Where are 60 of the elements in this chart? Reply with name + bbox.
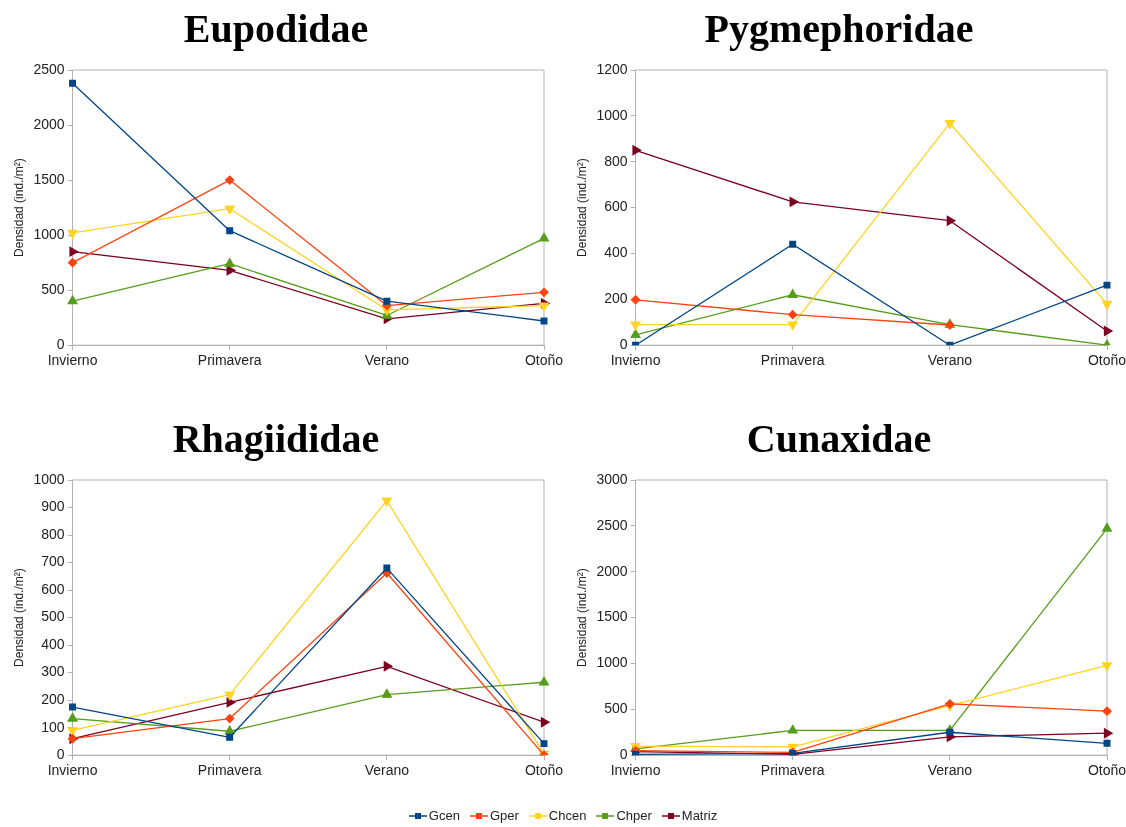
legend-label: Matriz [681,808,718,823]
legend-label: Gcen [428,808,460,823]
y-tick-label: 1000 [596,654,628,671]
legend-label: Gper [489,808,519,823]
y-tick-label: 800 [41,525,65,542]
x-tick-label: Verano [364,762,410,779]
y-axis-title: Densidad (ind./m²) [574,568,589,667]
y-tick-label: 700 [41,553,65,570]
x-tick-label: Invierno [47,762,98,779]
y-tick-label: 2500 [33,60,65,77]
y-tick-label: 1500 [33,170,65,187]
y-axis-title: Densidad (ind./m²) [11,158,26,257]
x-tick-label: Invierno [47,352,98,369]
chart-title: Pygmephoridae [704,6,974,52]
x-tick-label: Otoño [1087,762,1126,779]
y-tick-label: 0 [56,336,65,353]
y-tick-label: 400 [604,244,628,261]
y-axis-title: Densidad (ind./m²) [574,158,589,257]
x-tick-label: Otoño [524,352,564,369]
x-tick-label: Primavera [760,762,825,779]
y-tick-label: 2000 [33,115,65,132]
y-tick-label: 100 [41,718,65,735]
chart-title: Cunaxidae [746,416,932,462]
y-tick-label: 500 [41,281,65,298]
x-tick-label: Otoño [524,762,564,779]
y-tick-label: 600 [604,198,628,215]
y-tick-label: 900 [41,498,65,515]
y-tick-label: 1000 [33,225,65,242]
x-tick-label: Invierno [610,762,661,779]
y-tick-label: 600 [41,580,65,597]
y-tick-label: 3000 [596,470,628,487]
legend-label: Chper [616,808,652,823]
y-tick-label: 0 [619,746,628,763]
y-tick-label: 200 [41,691,65,708]
x-tick-label: Verano [927,352,973,369]
y-tick-label: 0 [56,746,65,763]
x-tick-label: Otoño [1087,352,1126,369]
x-tick-label: Invierno [610,352,661,369]
y-tick-label: 2000 [596,562,628,579]
chart-title: Rhagiididae [172,416,380,462]
y-tick-label: 500 [41,608,65,625]
chart-title: Eupodidae [183,6,369,52]
x-tick-label: Primavera [197,352,262,369]
y-tick-label: 1000 [33,470,65,487]
y-tick-label: 500 [604,700,628,717]
y-tick-label: 1200 [596,60,628,77]
x-tick-label: Primavera [760,352,825,369]
y-tick-label: 2500 [596,516,628,533]
x-tick-label: Verano [927,762,973,779]
y-tick-label: 0 [619,336,628,353]
y-tick-label: 200 [604,290,628,307]
y-tick-label: 1000 [596,106,628,123]
x-tick-label: Verano [364,352,410,369]
x-tick-label: Primavera [197,762,262,779]
y-axis-title: Densidad (ind./m²) [11,568,26,667]
y-tick-label: 400 [41,635,65,652]
legend-label: Chcen [548,808,587,823]
y-tick-label: 300 [41,663,65,680]
y-tick-label: 1500 [596,608,628,625]
y-tick-label: 800 [604,152,628,169]
